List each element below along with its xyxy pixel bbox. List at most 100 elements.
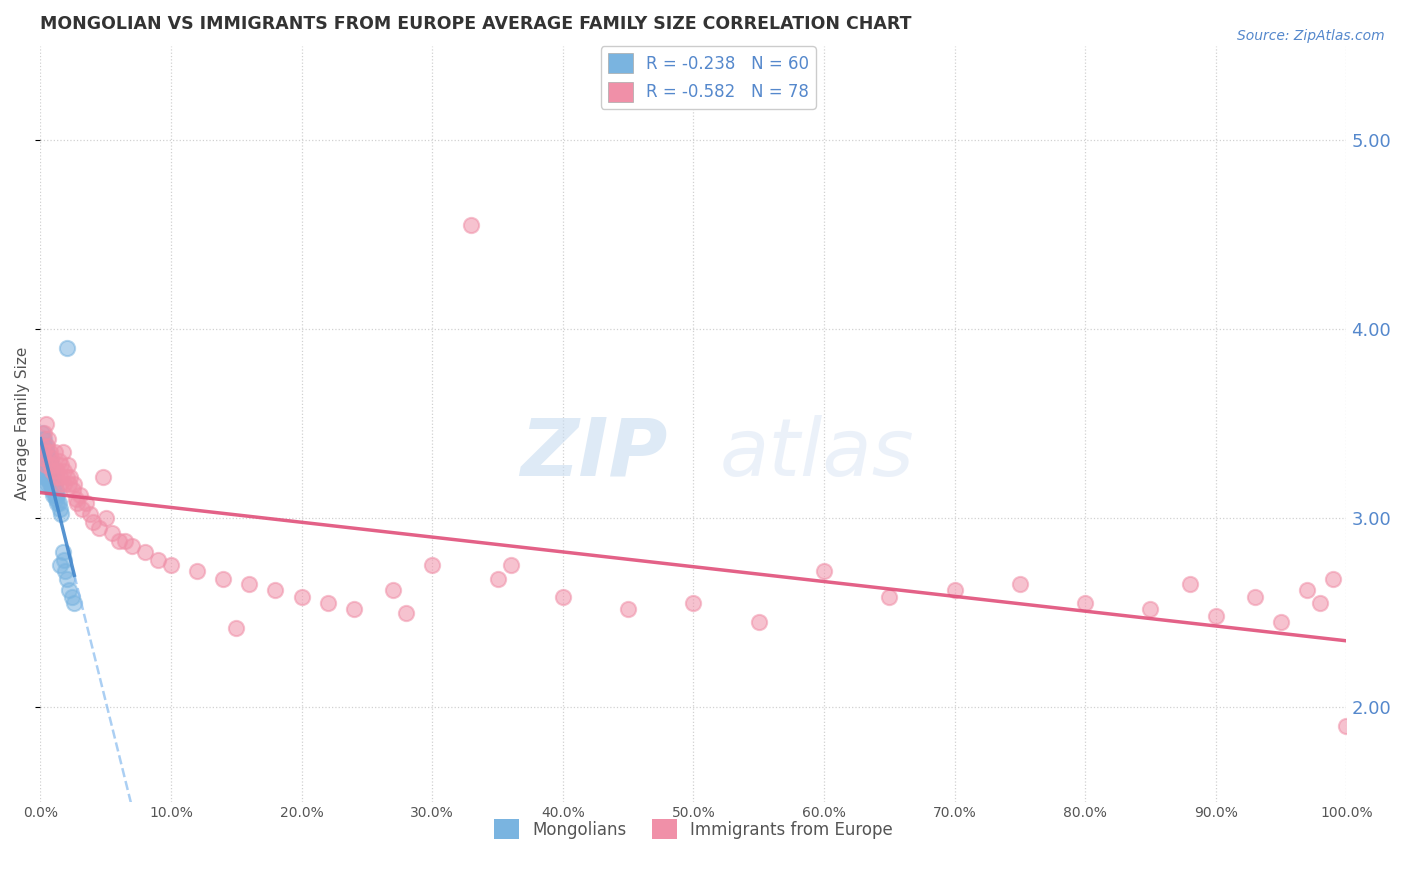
Point bbox=[49, 477, 72, 491]
Point bbox=[34, 445, 56, 459]
Point bbox=[34, 450, 56, 465]
Point bbox=[55, 341, 77, 355]
Point bbox=[551, 591, 574, 605]
Point bbox=[39, 477, 62, 491]
Point bbox=[1336, 719, 1358, 733]
Point bbox=[34, 439, 56, 453]
Point bbox=[46, 488, 69, 502]
Point bbox=[38, 454, 60, 468]
Point bbox=[52, 477, 75, 491]
Text: Source: ZipAtlas.com: Source: ZipAtlas.com bbox=[1237, 29, 1385, 44]
Point bbox=[39, 469, 62, 483]
Point bbox=[41, 483, 63, 497]
Point bbox=[101, 526, 124, 541]
Point bbox=[121, 540, 143, 554]
Point bbox=[460, 218, 482, 232]
Point bbox=[37, 458, 59, 473]
Point bbox=[31, 439, 53, 453]
Point bbox=[41, 464, 63, 478]
Point bbox=[1074, 596, 1097, 610]
Point bbox=[46, 464, 69, 478]
Point bbox=[34, 445, 56, 459]
Text: ZIP: ZIP bbox=[520, 415, 668, 493]
Point bbox=[44, 445, 66, 459]
Point bbox=[499, 558, 522, 573]
Point bbox=[1008, 577, 1031, 591]
Point bbox=[316, 596, 339, 610]
Point bbox=[114, 533, 136, 548]
Point bbox=[31, 450, 53, 465]
Point bbox=[37, 450, 59, 465]
Point bbox=[39, 458, 62, 473]
Point bbox=[813, 564, 835, 578]
Point bbox=[91, 469, 114, 483]
Point bbox=[42, 469, 65, 483]
Point bbox=[44, 488, 66, 502]
Point bbox=[1205, 609, 1227, 624]
Point bbox=[41, 473, 63, 487]
Point bbox=[1270, 615, 1292, 629]
Point bbox=[59, 469, 82, 483]
Point bbox=[31, 439, 53, 453]
Point bbox=[134, 545, 156, 559]
Point bbox=[32, 458, 55, 473]
Point bbox=[32, 450, 55, 465]
Point bbox=[42, 458, 65, 473]
Point bbox=[382, 582, 405, 597]
Text: MONGOLIAN VS IMMIGRANTS FROM EUROPE AVERAGE FAMILY SIZE CORRELATION CHART: MONGOLIAN VS IMMIGRANTS FROM EUROPE AVER… bbox=[41, 15, 912, 33]
Point bbox=[34, 450, 56, 465]
Point bbox=[63, 596, 86, 610]
Point bbox=[32, 445, 55, 459]
Point bbox=[48, 496, 70, 510]
Point bbox=[34, 439, 56, 453]
Point bbox=[30, 445, 52, 459]
Point bbox=[212, 572, 235, 586]
Point bbox=[49, 558, 72, 573]
Point bbox=[69, 488, 91, 502]
Point bbox=[45, 469, 67, 483]
Point bbox=[39, 450, 62, 465]
Point bbox=[1139, 602, 1161, 616]
Point bbox=[56, 458, 79, 473]
Point bbox=[62, 483, 84, 497]
Point bbox=[35, 445, 58, 459]
Point bbox=[52, 545, 75, 559]
Point bbox=[160, 558, 183, 573]
Point bbox=[37, 469, 59, 483]
Point bbox=[1178, 577, 1201, 591]
Point bbox=[79, 508, 101, 522]
Point bbox=[35, 469, 58, 483]
Point bbox=[32, 439, 55, 453]
Point bbox=[146, 552, 169, 566]
Point bbox=[343, 602, 366, 616]
Point bbox=[94, 511, 117, 525]
Point bbox=[60, 591, 83, 605]
Point bbox=[55, 469, 77, 483]
Point bbox=[34, 426, 56, 441]
Point bbox=[34, 432, 56, 446]
Point bbox=[486, 572, 509, 586]
Point bbox=[1309, 596, 1331, 610]
Point bbox=[55, 572, 77, 586]
Point bbox=[1322, 572, 1344, 586]
Point bbox=[34, 417, 56, 431]
Point bbox=[32, 432, 55, 446]
Point bbox=[52, 445, 75, 459]
Point bbox=[75, 496, 97, 510]
Point bbox=[34, 458, 56, 473]
Point bbox=[48, 454, 70, 468]
Point bbox=[34, 477, 56, 491]
Point bbox=[82, 515, 104, 529]
Point bbox=[34, 458, 56, 473]
Point bbox=[38, 464, 60, 478]
Point bbox=[38, 469, 60, 483]
Point bbox=[52, 552, 75, 566]
Point bbox=[37, 432, 59, 446]
Point bbox=[748, 615, 770, 629]
Point bbox=[46, 496, 69, 510]
Legend: Mongolians, Immigrants from Europe: Mongolians, Immigrants from Europe bbox=[488, 813, 900, 847]
Point bbox=[52, 464, 75, 478]
Text: atlas: atlas bbox=[720, 415, 914, 493]
Point bbox=[32, 450, 55, 465]
Point bbox=[617, 602, 640, 616]
